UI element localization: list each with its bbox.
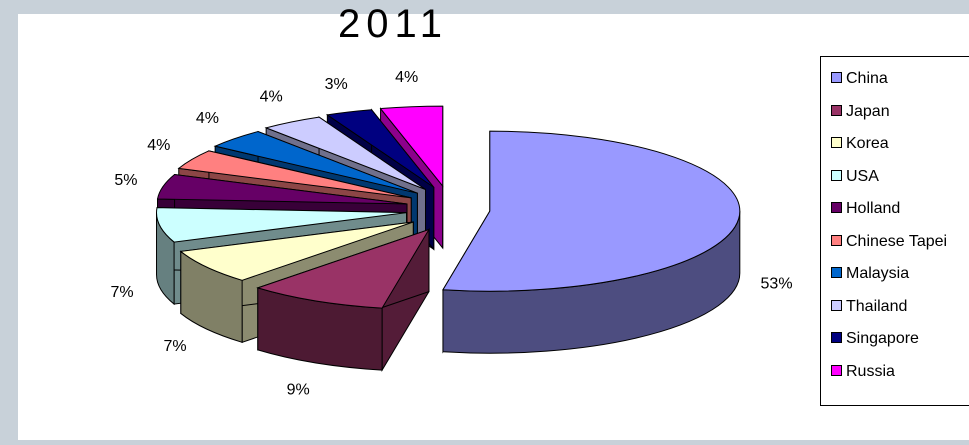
legend-label: Singapore: [846, 330, 919, 347]
legend-swatch: [831, 299, 842, 311]
data-label-thailand: 4%: [260, 89, 283, 106]
legend-label: Russia: [846, 362, 895, 380]
legend-item-korea: Korea: [831, 132, 889, 156]
pie-slice-china: [442, 130, 741, 354]
legend-label: China: [846, 70, 888, 87]
data-label-singapore: 3%: [325, 76, 348, 93]
legend-swatch: [831, 72, 842, 84]
data-label-korea: 7%: [164, 338, 187, 355]
legend-item-japan: Japan: [831, 100, 890, 124]
data-label-chinese-tapei: 4%: [147, 137, 170, 154]
legend-item-malaysia: Malaysia: [831, 262, 909, 286]
legend-swatch: [831, 364, 842, 376]
data-label-china: 53%: [761, 276, 793, 293]
data-label-malaysia: 4%: [196, 110, 219, 127]
legend-label: Korea: [846, 135, 889, 152]
legend-swatch: [831, 202, 842, 214]
plot-area: 2011 53% 9% 7% 7% 5% 4% 4% 4% 3% 4% China Japan Kor…: [18, 2, 969, 440]
legend-label: Chinese Tapei: [846, 232, 948, 250]
data-label-usa: 7%: [111, 284, 134, 301]
legend-item-russia: Russia: [831, 360, 895, 384]
legend-label: Holland: [846, 200, 901, 217]
pie-chart: 53% 9% 7% 7% 5% 4% 4% 4% 3% 4%: [111, 69, 793, 399]
legend-swatch: [831, 234, 842, 246]
legend-swatch: [831, 332, 842, 344]
chart-title: 2011: [338, 2, 449, 46]
legend-swatch: [831, 137, 842, 149]
legend-item-chinese-tapei: Chinese Tapei: [831, 230, 947, 254]
legend-swatch: [831, 169, 842, 181]
legend: China Japan Korea USA Holland Chinese Tapei Ma…: [820, 56, 969, 406]
data-label-holland: 5%: [114, 172, 137, 189]
legend-item-usa: USA: [831, 165, 879, 189]
legend-item-thailand: Thailand: [831, 295, 907, 319]
legend-item-singapore: Singapore: [831, 327, 919, 351]
pie-slice-japan: [256, 227, 431, 372]
legend-label: Malaysia: [846, 265, 910, 282]
legend-swatch: [831, 104, 842, 116]
legend-item-holland: Holland: [831, 197, 900, 221]
data-label-russia: 4%: [395, 69, 418, 86]
legend-item-china: China: [831, 67, 888, 91]
data-label-japan: 9%: [287, 382, 310, 399]
legend-swatch: [831, 267, 842, 279]
legend-label: Japan: [846, 102, 890, 120]
legend-label: USA: [846, 167, 879, 185]
legend-label: Thailand: [846, 297, 908, 315]
